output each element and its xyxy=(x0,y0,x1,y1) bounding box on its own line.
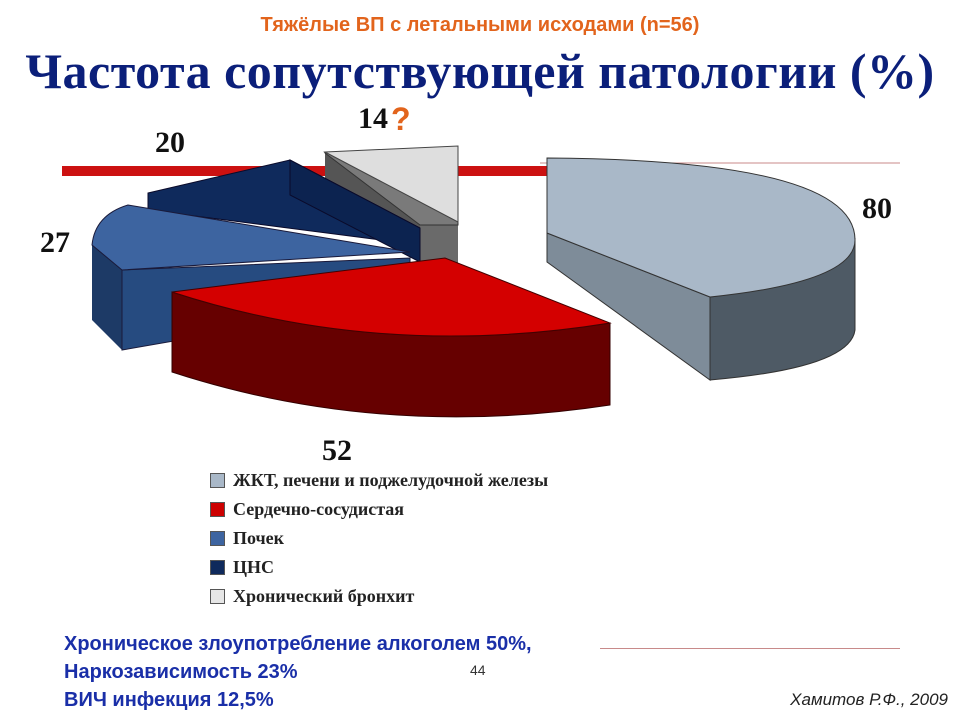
legend-item-cardio: Сердечно-сосудистая xyxy=(210,495,548,524)
legend-label: ЖКТ, печени и поджелудочной железы xyxy=(233,470,549,490)
legend-item-kidney: Почек xyxy=(210,524,548,553)
pie-slice-cns xyxy=(147,159,421,263)
chart-legend: ЖКТ, печени и поджелудочной железы Серде… xyxy=(210,466,548,611)
label-cns: 20 xyxy=(155,126,185,159)
pie-slice-cardio xyxy=(171,257,612,418)
note-drugs: Наркозависимость 23% xyxy=(64,661,298,683)
legend-swatch xyxy=(210,531,225,546)
label-cardio: 52 xyxy=(322,434,352,467)
legend-label: Почек xyxy=(233,528,285,548)
legend-item-cns: ЦНС xyxy=(210,553,548,582)
label-gi-liver: 80 xyxy=(862,192,892,225)
legend-label: Хронический бронхит xyxy=(233,586,415,606)
label-bronchitis: 14 xyxy=(358,102,388,135)
slide-subtitle: Тяжёлые ВП с летальными исходами (n=56) xyxy=(260,14,700,36)
divider-line xyxy=(600,648,900,649)
label-kidney: 27 xyxy=(40,226,70,259)
comorbidity-notes: Хроническое злоупотребление алкоголем 50… xyxy=(64,630,532,714)
slide-title: Частота сопутствующей патологии (%) xyxy=(25,43,935,99)
source-citation: Хамитов Р.Ф., 2009 xyxy=(790,690,948,709)
legend-item-bronchitis: Хронический бронхит xyxy=(210,582,548,611)
legend-label: Сердечно-сосудистая xyxy=(233,499,405,519)
page-number: 44 xyxy=(470,662,486,678)
legend-swatch xyxy=(210,560,225,575)
legend-label: ЦНС xyxy=(233,557,275,577)
legend-swatch xyxy=(210,502,225,517)
legend-swatch xyxy=(210,589,225,604)
question-mark: ? xyxy=(391,101,411,137)
pie-slice-gi-liver xyxy=(546,157,856,381)
note-alcohol: Хроническое злоупотребление алкоголем 50… xyxy=(64,633,532,655)
legend-swatch xyxy=(210,473,225,488)
pie-slice-bronchitis xyxy=(323,145,459,223)
legend-item-gi-liver: ЖКТ, печени и поджелудочной железы xyxy=(210,466,548,495)
note-hiv: ВИЧ инфекция 12,5% xyxy=(64,689,274,711)
pie-chart: 80 52 27 20 14 ? xyxy=(40,101,900,467)
